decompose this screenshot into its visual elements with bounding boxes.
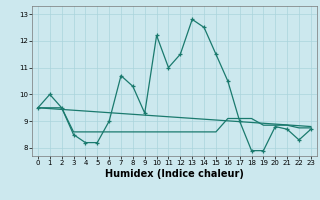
X-axis label: Humidex (Indice chaleur): Humidex (Indice chaleur) (105, 169, 244, 179)
